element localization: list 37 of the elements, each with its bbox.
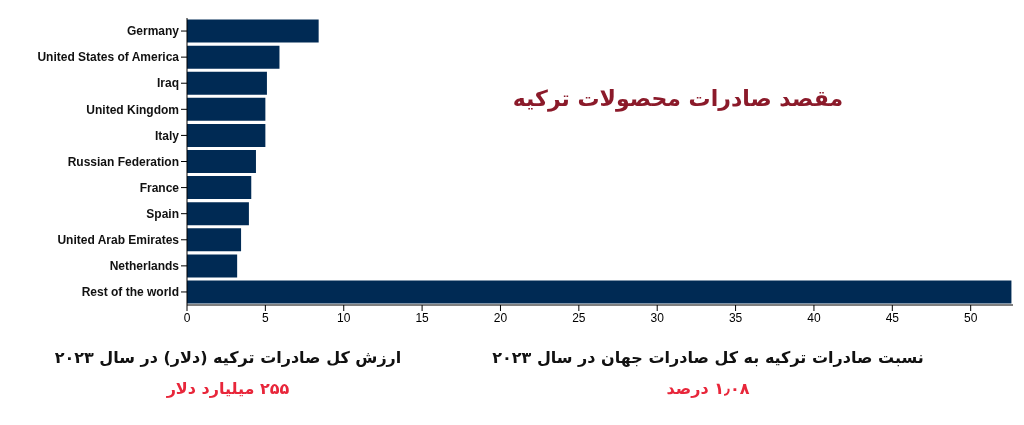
y-tick-label: Russian Federation [67,154,179,169]
x-tick-label: 45 [885,310,900,325]
x-tick-label: 50 [964,310,978,325]
y-tick-label: United Kingdom [86,102,179,117]
bar [187,45,280,69]
text: ۱٫۰۸ درصد [665,379,751,398]
bar [187,150,256,174]
bar [187,176,252,200]
x-tick-label: 15 [415,310,430,325]
bar [187,71,267,95]
x-tick-label: 40 [807,310,821,325]
x-tick-label: 0 [183,310,191,325]
y-tick-label: Italy [154,128,180,143]
x-tick-label: 35 [728,310,743,325]
bar [187,19,319,43]
y-tick-label: France [139,180,180,195]
bar [187,254,238,278]
text: نسبت صادرات ترکیه به کل صادرات جهان در سال ۲۰۲۳ [491,348,925,367]
bar [187,123,266,147]
bar [187,228,242,252]
x-tick-label: 10 [337,310,351,325]
x-tick-label: 30 [650,310,665,325]
y-tick-label: United States of America [37,50,180,65]
y-tick-label: Germany [126,24,180,39]
y-tick-label: Rest of the world [81,285,179,300]
x-tick-label: 5 [262,310,270,325]
bar [187,97,266,121]
y-tick-label: United Arab Emirates [57,233,180,248]
text: ارزش کل صادرات ترکیه (دلار) در سال ۲۰۲۳ [53,348,403,367]
text: ۲۵۵ میلیارد دلار [165,379,291,398]
x-tick-label: 20 [493,310,508,325]
y-tick-label: Spain [146,206,179,221]
x-tick-label: 25 [572,310,586,325]
text: مقصد صادرات محصولات ترکیه [511,86,845,111]
y-tick-label: Netherlands [109,259,180,274]
y-tick-label: Iraq [156,76,179,91]
bar [187,202,249,226]
